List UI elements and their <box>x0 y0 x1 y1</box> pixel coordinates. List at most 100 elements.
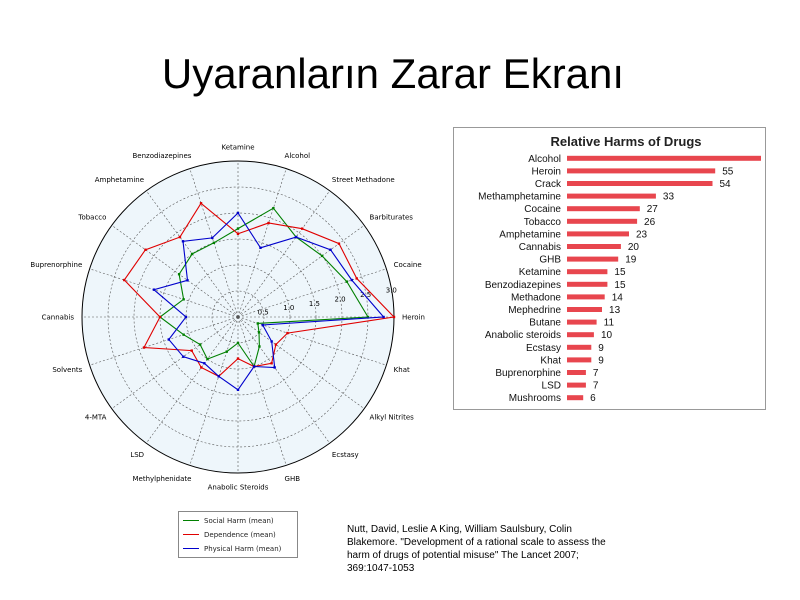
bar-cannabis <box>567 244 621 249</box>
radar-point-physical-harm-mean <box>236 388 240 391</box>
bar-value-buprenorphine: 7 <box>593 368 599 379</box>
bar-value-khat: 9 <box>598 355 604 366</box>
bar-label-cocaine: Cocaine <box>524 204 561 215</box>
radar-axis-label-alcohol: Alcohol <box>285 152 311 160</box>
bar-chart-title: Relative Harms of Drugs <box>551 134 702 149</box>
bar-value-ketamine: 15 <box>614 267 626 278</box>
bar-value-tobacco: 26 <box>644 217 656 228</box>
radar-point-physical-harm-mean <box>182 355 185 358</box>
radar-point-social-harm-mean <box>225 350 228 353</box>
radar-point-physical-harm-mean <box>217 375 220 378</box>
bar-crack <box>567 181 713 186</box>
radar-point-dependence-mean <box>142 346 146 349</box>
radar-point-social-harm-mean <box>182 333 185 336</box>
radar-spoke <box>189 316 239 466</box>
bar-value-crack: 54 <box>720 179 732 190</box>
radar-axis-label-khat: Khat <box>394 366 410 374</box>
radar-axis-label-amphetamine: Amphetamine <box>95 176 144 184</box>
legend-swatch-social-harm <box>183 520 199 521</box>
radar-axis-label-buprenorphine: Buprenorphine <box>30 261 82 269</box>
radar-spoke <box>111 316 239 409</box>
radar-point-physical-harm-mean <box>382 315 385 319</box>
bar-mephedrine <box>567 307 602 312</box>
radar-point-social-harm-mean <box>190 252 194 256</box>
bar-label-alcohol: Alcohol <box>528 154 561 165</box>
bar-label-cannabis: Cannabis <box>519 242 561 253</box>
radar-point-dependence-mean <box>144 248 147 251</box>
bar-value-methadone: 14 <box>612 292 624 303</box>
radar-point-social-harm-mean <box>177 273 181 276</box>
bar-label-amphetamine: Amphetamine <box>499 229 561 240</box>
bar-lsd <box>567 382 586 388</box>
radar-point-physical-harm-mean <box>270 340 273 343</box>
radar-axis-label-ecstasy: Ecstasy <box>332 451 359 459</box>
legend-entry-dependence: Dependence (mean) <box>183 528 276 541</box>
radar-point-dependence-mean <box>190 349 193 352</box>
radar-point-physical-harm-mean <box>329 248 332 251</box>
radar-point-dependence-mean <box>355 277 358 280</box>
radar-point-physical-harm-mean <box>350 278 353 282</box>
radar-tick-label: 3.0 <box>386 287 397 295</box>
bar-heroin <box>567 168 716 174</box>
radar-point-dependence-mean <box>267 221 270 225</box>
radar-legend: Social Harm (mean) Dependence (mean) Phy… <box>178 511 298 558</box>
bar-label-ketamine: Ketamine <box>519 267 562 278</box>
radar-point-dependence-mean <box>392 315 396 319</box>
bar-label-buprenorphine: Buprenorphine <box>495 368 561 379</box>
legend-label-dependence: Dependence (mean) <box>204 530 276 539</box>
bar-label-ecstasy: Ecstasy <box>526 343 561 354</box>
bar-label-methadone: Methadone <box>511 292 561 303</box>
bar-tobacco <box>567 218 638 224</box>
radar-point-physical-harm-mean <box>294 235 298 239</box>
radar-spoke <box>89 268 239 318</box>
radar-tick-label: 2.0 <box>335 295 346 303</box>
legend-label-physical-harm: Physical Harm (mean) <box>204 544 282 553</box>
radar-point-dependence-mean <box>337 242 341 245</box>
radar-axis-label-cannabis: Cannabis <box>42 314 75 322</box>
radar-point-social-harm-mean <box>236 227 240 230</box>
bar-label-crack: Crack <box>535 179 562 190</box>
bar-value-heroin: 55 <box>722 166 734 177</box>
bar-label-ghb: GHB <box>539 255 561 266</box>
radar-point-social-harm-mean <box>212 241 216 245</box>
bar-khat <box>567 357 592 363</box>
radar-tick-label: 1.5 <box>309 300 320 308</box>
radar-spoke <box>89 316 239 366</box>
bar-label-methamphetamine: Methamphetamine <box>478 192 561 203</box>
radar-axis-label-barbiturates: Barbiturates <box>370 214 414 222</box>
radar-point-dependence-mean <box>178 235 182 239</box>
radar-point-social-harm-mean <box>258 345 261 348</box>
bar-anabolic-steroids <box>567 332 594 338</box>
radar-axis-label-heroin: Heroin <box>402 314 425 322</box>
bar-ketamine <box>567 269 608 275</box>
bar-value-butane: 11 <box>604 318 615 329</box>
citation: Nutt, David, Leslie A King, William Saul… <box>347 524 606 574</box>
radar-point-physical-harm-mean <box>273 366 276 369</box>
legend-label-social-harm: Social Harm (mean) <box>204 516 274 525</box>
radar-axis-label-street-methadone: Street Methadone <box>332 176 395 184</box>
radar-point-dependence-mean <box>300 227 304 230</box>
radar-axis-label-ghb: GHB <box>285 475 301 483</box>
radar-point-dependence-mean <box>200 366 203 369</box>
bar-value-cocaine: 27 <box>647 204 659 215</box>
bar-value-amphetamine: 23 <box>636 229 648 240</box>
radar-axis-label-methylphenidate: Methylphenidate <box>132 475 191 483</box>
bar-ecstasy <box>567 344 592 350</box>
radar-point-dependence-mean <box>274 343 278 346</box>
radar-axis-label-tobacco: Tobacco <box>77 214 106 222</box>
bar-value-methamphetamine: 33 <box>663 192 675 203</box>
slide-title: Uyaranların Zarar Ekranı <box>161 50 625 97</box>
radar-point-dependence-mean <box>158 315 162 319</box>
relative-harms-bar-chart: Relative Harms of DrugsAlcohol72Heroin55… <box>478 134 761 404</box>
bar-value-anabolic-steroids: 10 <box>601 330 613 341</box>
radar-point-dependence-mean <box>236 232 240 235</box>
radar-point-physical-harm-mean <box>236 211 240 215</box>
bar-methamphetamine <box>567 193 656 199</box>
radar-point-dependence-mean <box>286 331 289 335</box>
radar-axis-label-4-mta: 4-MTA <box>85 413 107 421</box>
radar-point-physical-harm-mean <box>186 279 189 282</box>
bar-value-mushrooms: 6 <box>590 393 596 404</box>
legend-entry-physical-harm: Physical Harm (mean) <box>183 542 281 555</box>
radar-point-physical-harm-mean <box>152 288 156 291</box>
bar-value-mephedrine: 13 <box>609 305 621 316</box>
